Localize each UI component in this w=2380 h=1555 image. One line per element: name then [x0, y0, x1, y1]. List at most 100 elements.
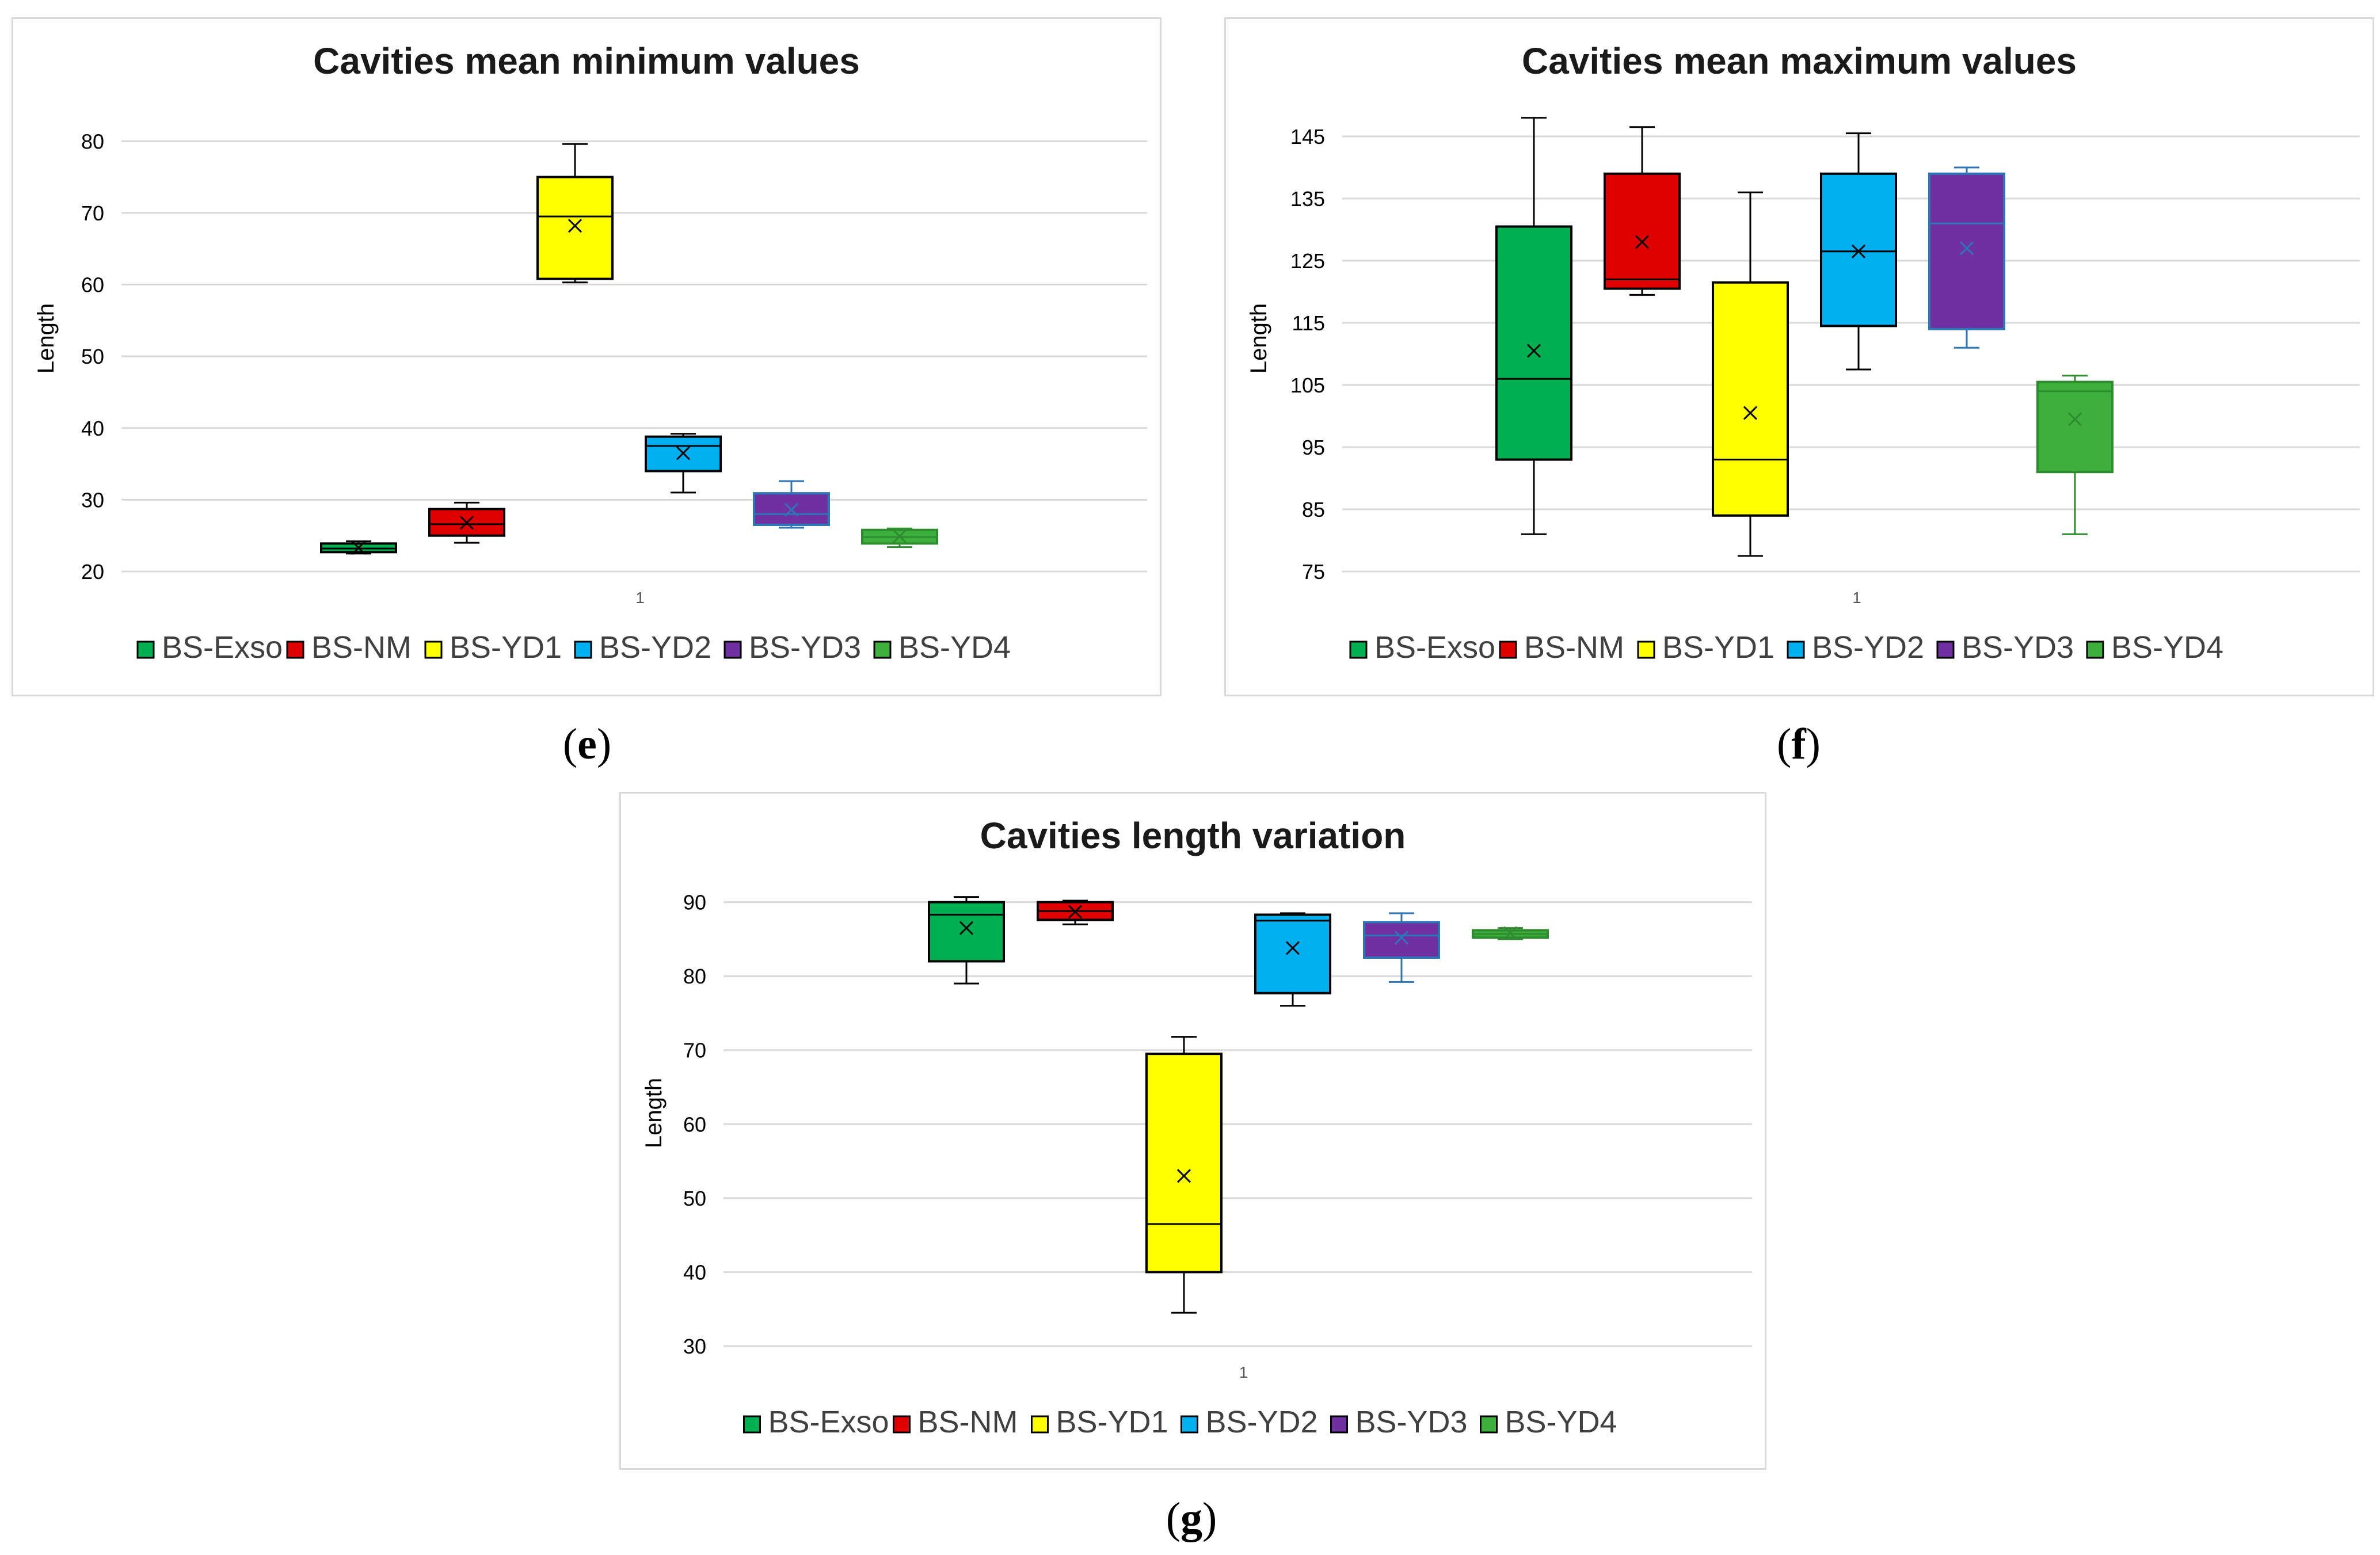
legend-swatch — [1349, 641, 1368, 659]
legend-item-bs-yd1: BS-YD1 — [1637, 630, 1774, 665]
y-tick-label: 40 — [683, 1260, 706, 1284]
mean-marker — [1503, 926, 1518, 940]
legend-label: BS-YD1 — [1056, 1405, 1168, 1439]
box-plot-minimum: Cavities mean minimum values 20 30 40 50 60 70… — [33, 40, 1147, 665]
subfigure-label-f: (f) — [1777, 720, 1821, 768]
chart-panel-g: Cavities length variation 30 40 50 60 70 80 90 L… — [619, 792, 1766, 1470]
legend-swatch — [424, 641, 443, 659]
box-body — [1604, 172, 1681, 290]
legend-swatch — [1637, 641, 1655, 659]
legend-label: BS-YD2 — [1812, 630, 1924, 665]
y-tick-label: 145 — [1290, 125, 1325, 148]
x-tick-label: 1 — [635, 589, 645, 607]
legend-label: BS-YD2 — [599, 630, 711, 665]
box-body — [428, 508, 505, 537]
mean-marker — [1851, 244, 1866, 258]
legend: BS-Exso BS-NM BS-YD1 BS-YD2 BS-YD3 BS-YD4 — [1349, 630, 2223, 665]
mean-marker — [2067, 412, 2082, 426]
box-bs-yd1 — [1145, 1036, 1223, 1314]
legend-item-bs-yd4: BS-YD4 — [2086, 630, 2223, 665]
y-axis-label: Length — [641, 1078, 667, 1148]
box-body — [1928, 172, 2005, 330]
legend-item-bs-yd3: BS-YD3 — [1936, 630, 2074, 665]
legend-swatch — [873, 641, 892, 659]
legend-label: BS-Exso — [1374, 630, 1495, 665]
y-axis-label: Length — [1246, 303, 1271, 373]
y-tick-label: 80 — [81, 129, 104, 153]
legend: BS-Exso BS-NM BS-YD1 BS-YD2 BS-YD3 BS-YD4 — [743, 1405, 1617, 1439]
legend-label: BS-Exso — [162, 630, 283, 665]
legend-swatch — [286, 641, 304, 659]
legend-label: BS-Exso — [768, 1405, 889, 1439]
subfigure-letter-f: f — [1791, 720, 1806, 768]
legend-swatch — [1480, 1415, 1498, 1434]
legend-label: BS-YD3 — [749, 630, 861, 665]
legend-label: BS-YD3 — [1355, 1405, 1468, 1439]
y-tick-label: 80 — [683, 965, 706, 988]
legend-swatch — [574, 641, 592, 659]
box-bs-yd4 — [2036, 375, 2114, 535]
y-tick-label: 60 — [81, 273, 104, 297]
legend-item-bs-exso: BS-Exso — [136, 630, 283, 665]
box-bs-exso — [320, 540, 397, 555]
legend-swatch — [136, 641, 155, 659]
box-body — [928, 901, 1005, 963]
x-tick-label: 1 — [1852, 589, 1861, 607]
legend-item-bs-nm: BS-NM — [1499, 630, 1624, 665]
legend-swatch — [723, 641, 742, 659]
y-tick-label: 70 — [81, 201, 104, 225]
legend-label: BS-YD1 — [450, 630, 562, 665]
legend-label: BS-YD4 — [898, 630, 1011, 665]
box-body — [1495, 225, 1572, 461]
y-tick-label: 85 — [1302, 498, 1325, 521]
legend-swatch — [2086, 641, 2104, 659]
chart-title: Cavities mean maximum values — [1522, 40, 2077, 82]
legend-label: BS-NM — [1524, 630, 1624, 665]
legend-label: BS-YD4 — [1505, 1405, 1617, 1439]
box-body — [2036, 380, 2114, 474]
legend-swatch — [1031, 1415, 1049, 1434]
legend-item-bs-yd1: BS-YD1 — [1031, 1405, 1168, 1439]
legend-label: BS-YD3 — [1962, 630, 2074, 665]
y-tick-label: 135 — [1290, 187, 1325, 211]
legend-label: BS-NM — [311, 630, 412, 665]
mean-marker — [892, 529, 907, 543]
y-tick-label: 115 — [1292, 311, 1325, 335]
box-plot-variation: Cavities length variation 30 40 50 60 70 80 90 L… — [641, 815, 1752, 1439]
legend-item-bs-yd3: BS-YD3 — [1330, 1405, 1468, 1439]
box-bs-yd2 — [1820, 132, 1897, 371]
legend-item-bs-yd1: BS-YD1 — [424, 630, 562, 665]
x-tick-label: 1 — [1239, 1363, 1248, 1381]
y-axis-label: Length — [33, 303, 59, 373]
legend-swatch — [1499, 641, 1517, 659]
legend-item-bs-yd4: BS-YD4 — [1480, 1405, 1617, 1439]
mean-marker — [1526, 344, 1541, 358]
legend-swatch — [1181, 1415, 1198, 1434]
chart-panel-e: Cavities mean minimum values 20 30 40 50 60 70… — [12, 17, 1162, 696]
y-tick-label: 95 — [1302, 436, 1325, 459]
mean-marker — [1959, 241, 1974, 256]
box-bs-yd2 — [1254, 912, 1331, 1007]
y-tick-label: 105 — [1290, 373, 1325, 397]
legend-item-bs-yd2: BS-YD2 — [574, 630, 711, 665]
legend-label: BS-YD1 — [1662, 630, 1774, 665]
box-body — [1363, 921, 1440, 959]
mean-marker — [676, 446, 691, 460]
box-bs-yd4 — [1472, 926, 1549, 940]
y-tick-label: 70 — [683, 1039, 706, 1062]
legend-item-bs-nm: BS-NM — [286, 630, 412, 665]
box-bs-yd3 — [753, 480, 830, 529]
legend-item-bs-yd3: BS-YD3 — [723, 630, 861, 665]
box-bs-nm — [1604, 126, 1681, 296]
subfigure-label-e: (e) — [562, 720, 612, 768]
legend: BS-Exso BS-NM BS-YD1 BS-YD2 BS-YD3 BS-YD4 — [136, 630, 1011, 665]
box-bs-yd4 — [861, 527, 938, 548]
y-tick-label: 90 — [683, 891, 706, 914]
legend-swatch — [893, 1415, 911, 1434]
legend-item-bs-yd4: BS-YD4 — [873, 630, 1011, 665]
mean-marker — [459, 516, 474, 530]
subfigure-letter-e: e — [577, 720, 597, 768]
mean-marker — [1635, 235, 1650, 249]
box-body — [1254, 913, 1331, 994]
legend-swatch — [1787, 641, 1805, 659]
